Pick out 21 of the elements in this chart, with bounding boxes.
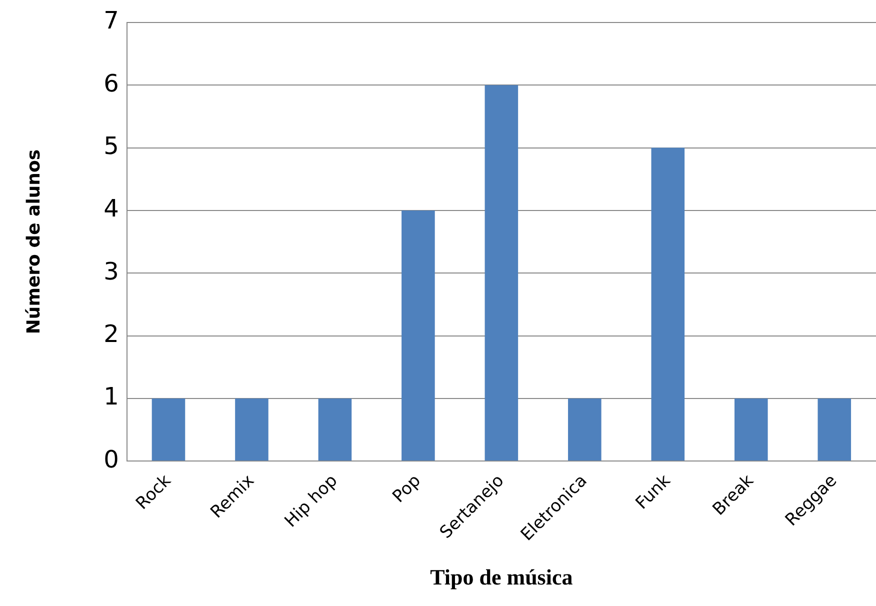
- y-tick-label: 2: [104, 320, 119, 348]
- bar: [651, 148, 685, 461]
- y-tick-label: 7: [104, 6, 119, 35]
- x-tick-label: Hip hop: [281, 470, 342, 532]
- bar: [152, 398, 186, 461]
- x-tick-label: Pop: [388, 470, 425, 507]
- y-tick-label: 3: [104, 257, 119, 286]
- bar: [484, 85, 518, 461]
- x-axis-title: Tipo de música: [430, 564, 573, 590]
- bar: [818, 398, 852, 461]
- y-tick-label: 6: [104, 69, 119, 98]
- y-tick-label: 4: [104, 194, 119, 223]
- y-tick-label: 0: [104, 445, 119, 474]
- y-axis-title: Número de alunos: [23, 149, 44, 334]
- bar: [235, 398, 268, 461]
- y-tick-label: 1: [104, 382, 119, 411]
- bar: [318, 398, 352, 461]
- bar: [734, 398, 768, 461]
- bar: [402, 210, 435, 461]
- bar: [568, 398, 602, 461]
- y-tick-label: 5: [104, 132, 119, 160]
